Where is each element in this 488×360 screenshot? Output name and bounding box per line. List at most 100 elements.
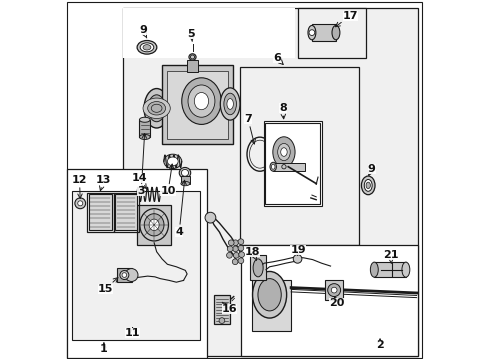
Circle shape [238,252,244,257]
Ellipse shape [122,273,126,277]
Ellipse shape [280,148,286,156]
Ellipse shape [167,157,178,166]
Ellipse shape [253,259,263,277]
Bar [241,244,418,356]
Bar [86,193,113,232]
Bar [137,205,171,244]
Bar [373,262,405,277]
Ellipse shape [190,55,194,59]
Bar [139,120,150,137]
Text: 9: 9 [139,26,147,38]
Bar [122,8,418,356]
Bar [251,280,290,330]
Text: 9: 9 [367,164,375,175]
Circle shape [232,259,238,265]
Circle shape [238,258,244,264]
Bar [162,65,233,144]
Ellipse shape [139,134,150,139]
Circle shape [125,269,138,282]
Text: 7: 7 [244,114,255,144]
Ellipse shape [277,143,290,161]
Bar [265,123,319,204]
Circle shape [232,246,238,252]
Ellipse shape [369,262,378,277]
Ellipse shape [142,98,170,118]
Circle shape [327,284,340,297]
Ellipse shape [182,78,221,125]
Bar [113,193,139,232]
Bar [263,121,321,206]
Text: 15: 15 [98,278,118,294]
Bar [187,60,198,72]
Ellipse shape [252,271,286,318]
Ellipse shape [366,182,369,189]
Bar [115,194,137,230]
Bar [298,8,366,58]
Bar [311,24,335,41]
Ellipse shape [144,214,163,236]
Ellipse shape [258,279,281,311]
Circle shape [226,252,232,258]
Bar [240,67,359,244]
Bar [214,296,230,324]
Text: 10: 10 [160,164,176,197]
Text: 11: 11 [124,328,140,338]
Ellipse shape [194,93,208,110]
Text: 5: 5 [187,29,195,41]
Ellipse shape [361,176,374,195]
Ellipse shape [148,95,165,122]
Ellipse shape [140,43,153,52]
Text: 14: 14 [132,173,147,189]
Text: 1: 1 [100,343,107,354]
Circle shape [204,212,215,223]
Circle shape [238,245,244,251]
Bar [180,176,190,184]
Circle shape [219,318,224,323]
Ellipse shape [224,93,236,115]
Text: 20: 20 [328,297,344,308]
Ellipse shape [181,181,189,186]
Circle shape [238,239,244,244]
Ellipse shape [139,117,150,122]
Bar [264,126,305,178]
Text: 19: 19 [290,245,305,255]
Ellipse shape [364,180,371,191]
Ellipse shape [181,170,188,176]
Bar [250,255,265,280]
Text: 18: 18 [244,247,260,260]
Bar [268,130,301,176]
Ellipse shape [307,26,315,40]
Text: 12: 12 [72,175,87,198]
Text: 17: 17 [335,11,357,27]
Circle shape [78,201,82,206]
Bar [273,163,304,171]
Ellipse shape [188,54,196,60]
Ellipse shape [144,89,169,128]
Ellipse shape [149,219,159,230]
Ellipse shape [220,88,240,120]
Bar [122,8,294,58]
Ellipse shape [140,209,168,241]
Circle shape [330,287,336,293]
Ellipse shape [272,137,294,167]
Ellipse shape [269,162,276,171]
Ellipse shape [331,26,339,40]
Ellipse shape [179,167,190,178]
Ellipse shape [267,131,299,173]
Bar [88,194,112,230]
Circle shape [293,255,301,263]
Circle shape [233,252,239,258]
Text: 2: 2 [375,339,383,350]
Ellipse shape [137,41,157,54]
Ellipse shape [163,154,182,168]
Ellipse shape [147,102,165,115]
Circle shape [308,30,314,36]
Bar [117,268,131,282]
Bar [72,191,199,339]
Bar [67,169,206,357]
Ellipse shape [271,164,274,169]
Text: 4: 4 [175,180,186,237]
Bar [325,280,343,300]
Ellipse shape [226,99,233,109]
Text: 6: 6 [272,53,283,64]
